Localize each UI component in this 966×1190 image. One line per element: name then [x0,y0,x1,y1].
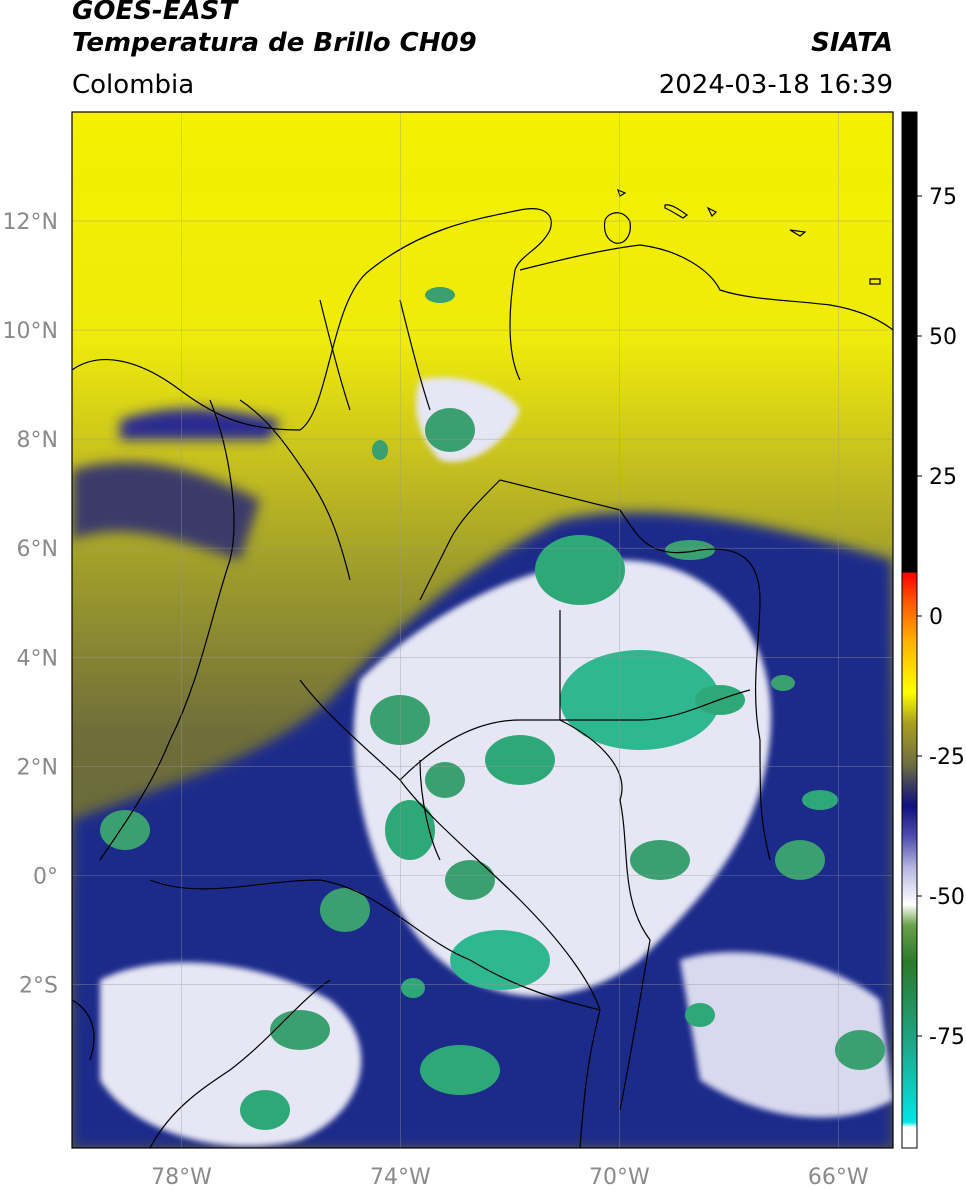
imagery-layer [72,112,893,1148]
islands [603,188,881,285]
colorbar-tick-label: -25 [929,745,965,770]
lat-tick-label: 10°N [3,319,58,344]
colorbar-ticks: 75 50 25 0 -25 -50 -75 [917,185,965,1050]
colorbar [901,111,918,1149]
title-satellite: GOES-EAST [72,0,238,26]
lon-axis: 78°W 74°W 70°W 66°W [151,1165,869,1190]
region-label: Colombia [72,70,195,100]
colorbar-tick-label: -50 [929,885,965,910]
lat-axis: 12°N 10°N 8°N 6°N 4°N 2°N 0° 2°S [3,210,58,998]
colorbar-tick-label: 0 [929,605,943,630]
title-product: Temperatura de Brillo CH09 [72,28,477,58]
datetime-label: 2024-03-18 16:39 [658,70,893,100]
lat-tick-label: 6°N [17,537,58,562]
lat-tick-label: 8°N [17,428,58,453]
colorbar-tick-label: -75 [929,1025,965,1050]
colorbar-tick-label: 75 [929,185,957,210]
borders [72,208,893,1148]
lat-tick-label: 12°N [3,210,58,235]
map-frame [71,111,894,1149]
colorbar-tick-label: 50 [929,325,957,350]
lon-tick-label: 70°W [589,1165,650,1190]
lon-tick-label: 66°W [808,1165,869,1190]
gridlines [72,112,893,1148]
lat-tick-label: 0° [33,864,58,889]
lat-tick-label: 4°N [17,646,58,671]
lon-tick-label: 74°W [370,1165,431,1190]
lat-tick-label: 2°S [19,973,58,998]
colorbar-tick-label: 25 [929,465,957,490]
source-label: SIATA [811,28,893,58]
lon-tick-label: 78°W [151,1165,212,1190]
lat-tick-label: 2°N [17,755,58,780]
